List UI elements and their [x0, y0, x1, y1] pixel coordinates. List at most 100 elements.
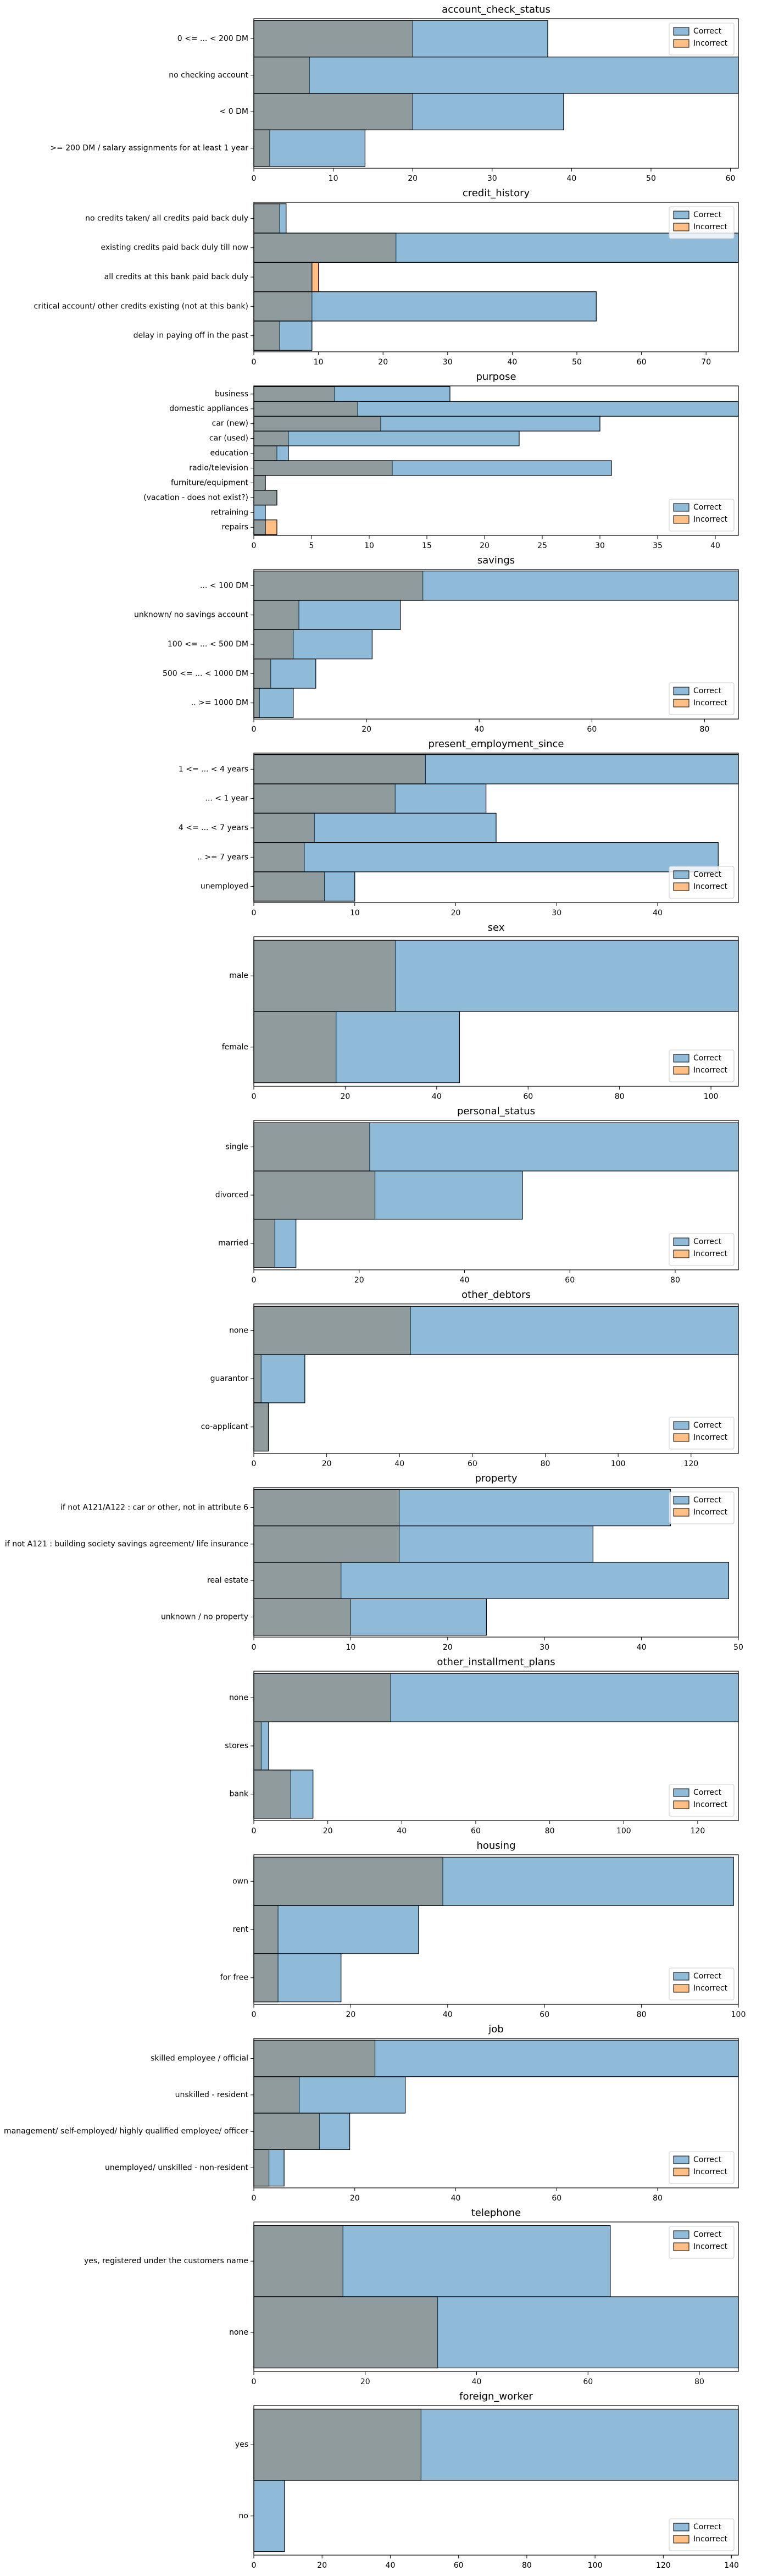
- y-tick-label: .. >= 1000 DM: [191, 699, 248, 707]
- chart-title: present_employment_since: [429, 738, 564, 750]
- legend-swatch: [673, 1800, 689, 1809]
- y-tick-label: no: [239, 2512, 248, 2520]
- legend-label: Incorrect: [693, 515, 728, 524]
- bar: [253, 1306, 739, 1355]
- bar: [253, 871, 355, 902]
- x-tick-label: 40: [397, 1827, 407, 1836]
- x-tick-label: 5: [309, 541, 314, 550]
- bar: [253, 1770, 314, 1819]
- x-tick-label: 40: [443, 2010, 453, 2019]
- y-tick-label: repairs: [222, 523, 248, 532]
- bar: [253, 1953, 342, 2003]
- bar: [253, 1525, 594, 1563]
- legend-swatch: [673, 223, 689, 231]
- chart-title: foreign_worker: [459, 2391, 533, 2402]
- x-tick-label: 20: [451, 909, 461, 917]
- y-tick-label: guarantor: [210, 1374, 249, 1383]
- legend-swatch: [673, 1066, 689, 1075]
- bar: [253, 1170, 523, 1220]
- axes-frame: [253, 1303, 739, 1454]
- y-tick-label: unemployed: [201, 882, 248, 891]
- legend-swatch: [673, 503, 689, 512]
- x-tick-label: 20: [362, 725, 371, 734]
- y-tick-label: yes: [235, 2440, 248, 2449]
- bar: [253, 1673, 739, 1722]
- bar: [253, 203, 287, 234]
- bar: [253, 1856, 734, 1906]
- y-tick-label: 500 <= ... < 1000 DM: [163, 669, 248, 678]
- y-tick-label: < 0 DM: [220, 107, 248, 116]
- legend-swatch: [673, 1788, 689, 1797]
- bar: [253, 783, 487, 814]
- legend-label: Correct: [693, 2523, 722, 2531]
- x-tick-label: 0: [252, 541, 257, 550]
- x-tick-label: 40: [566, 174, 576, 183]
- legend-label: Correct: [693, 211, 722, 219]
- y-tick-label: unskilled - resident: [175, 2091, 249, 2099]
- legend-swatch: [673, 1972, 689, 1981]
- axes-frame: [253, 18, 739, 169]
- bar: [253, 842, 719, 872]
- x-tick-label: 25: [537, 541, 547, 550]
- y-tick-label: none: [229, 1693, 248, 1702]
- y-tick-label: ... < 100 DM: [200, 581, 248, 590]
- y-tick-label: retraining: [211, 508, 248, 517]
- x-tick-label: 40: [507, 358, 517, 367]
- x-tick-label: 80: [670, 1276, 680, 1285]
- x-tick-label: 120: [691, 1827, 705, 1836]
- legend-swatch: [673, 515, 689, 524]
- legend-label: Correct: [693, 2155, 722, 2164]
- legend-swatch: [673, 870, 689, 879]
- legend-label: Incorrect: [693, 1508, 728, 1517]
- x-tick-label: 20: [360, 2378, 370, 2386]
- legend-swatch: [673, 699, 689, 707]
- chart-title: sex: [488, 922, 505, 933]
- x-tick-label: 50: [572, 358, 582, 367]
- bar: [253, 505, 266, 521]
- bar: [253, 386, 451, 402]
- y-tick-label: yes, registered under the customers name: [84, 2257, 248, 2265]
- bar: [253, 939, 739, 1012]
- x-tick-label: 10: [329, 174, 338, 183]
- legend-label: Incorrect: [693, 1984, 728, 1993]
- y-tick-label: female: [222, 1043, 248, 1052]
- bar: [253, 490, 277, 506]
- chart-title: telephone: [471, 2207, 521, 2219]
- y-tick-label: real estate: [207, 1576, 248, 1585]
- chart-title: credit_history: [463, 187, 530, 199]
- y-tick-label: (vacation - does not exist?): [143, 493, 248, 502]
- legend-swatch: [673, 2523, 689, 2531]
- x-tick-label: 0: [252, 2378, 257, 2386]
- bar: [253, 2480, 285, 2552]
- bar: [253, 812, 497, 843]
- y-tick-label: none: [229, 1326, 248, 1335]
- legend-swatch: [673, 39, 689, 48]
- bar: [253, 93, 564, 130]
- y-tick-label: bank: [230, 1790, 249, 1799]
- bar: [253, 2076, 406, 2114]
- axes-frame: [253, 2221, 739, 2372]
- bar: [253, 430, 520, 446]
- legend-swatch: [673, 1054, 689, 1063]
- bar: [253, 320, 313, 351]
- legend-swatch: [673, 1433, 689, 1442]
- legend-label: Incorrect: [693, 39, 728, 48]
- legend-swatch: [673, 1421, 689, 1430]
- x-tick-label: 50: [733, 1643, 743, 1652]
- chart-title: savings: [477, 555, 515, 566]
- x-tick-label: 100: [611, 1460, 626, 1468]
- x-tick-label: 120: [656, 2561, 671, 2570]
- x-tick-label: 100: [704, 1092, 719, 1101]
- x-tick-label: 10: [350, 909, 360, 917]
- legend-label: Incorrect: [693, 2535, 728, 2544]
- x-tick-label: 35: [653, 541, 663, 550]
- y-tick-label: delay in paying off in the past: [134, 331, 249, 340]
- legend-label: Incorrect: [693, 1250, 728, 1258]
- x-tick-label: 40: [710, 541, 720, 550]
- bar: [253, 57, 739, 94]
- bar: [253, 2039, 739, 2077]
- y-tick-label: >= 200 DM / salary assignments for at le…: [50, 144, 248, 153]
- bar: [253, 1598, 487, 1636]
- bar: [253, 262, 313, 292]
